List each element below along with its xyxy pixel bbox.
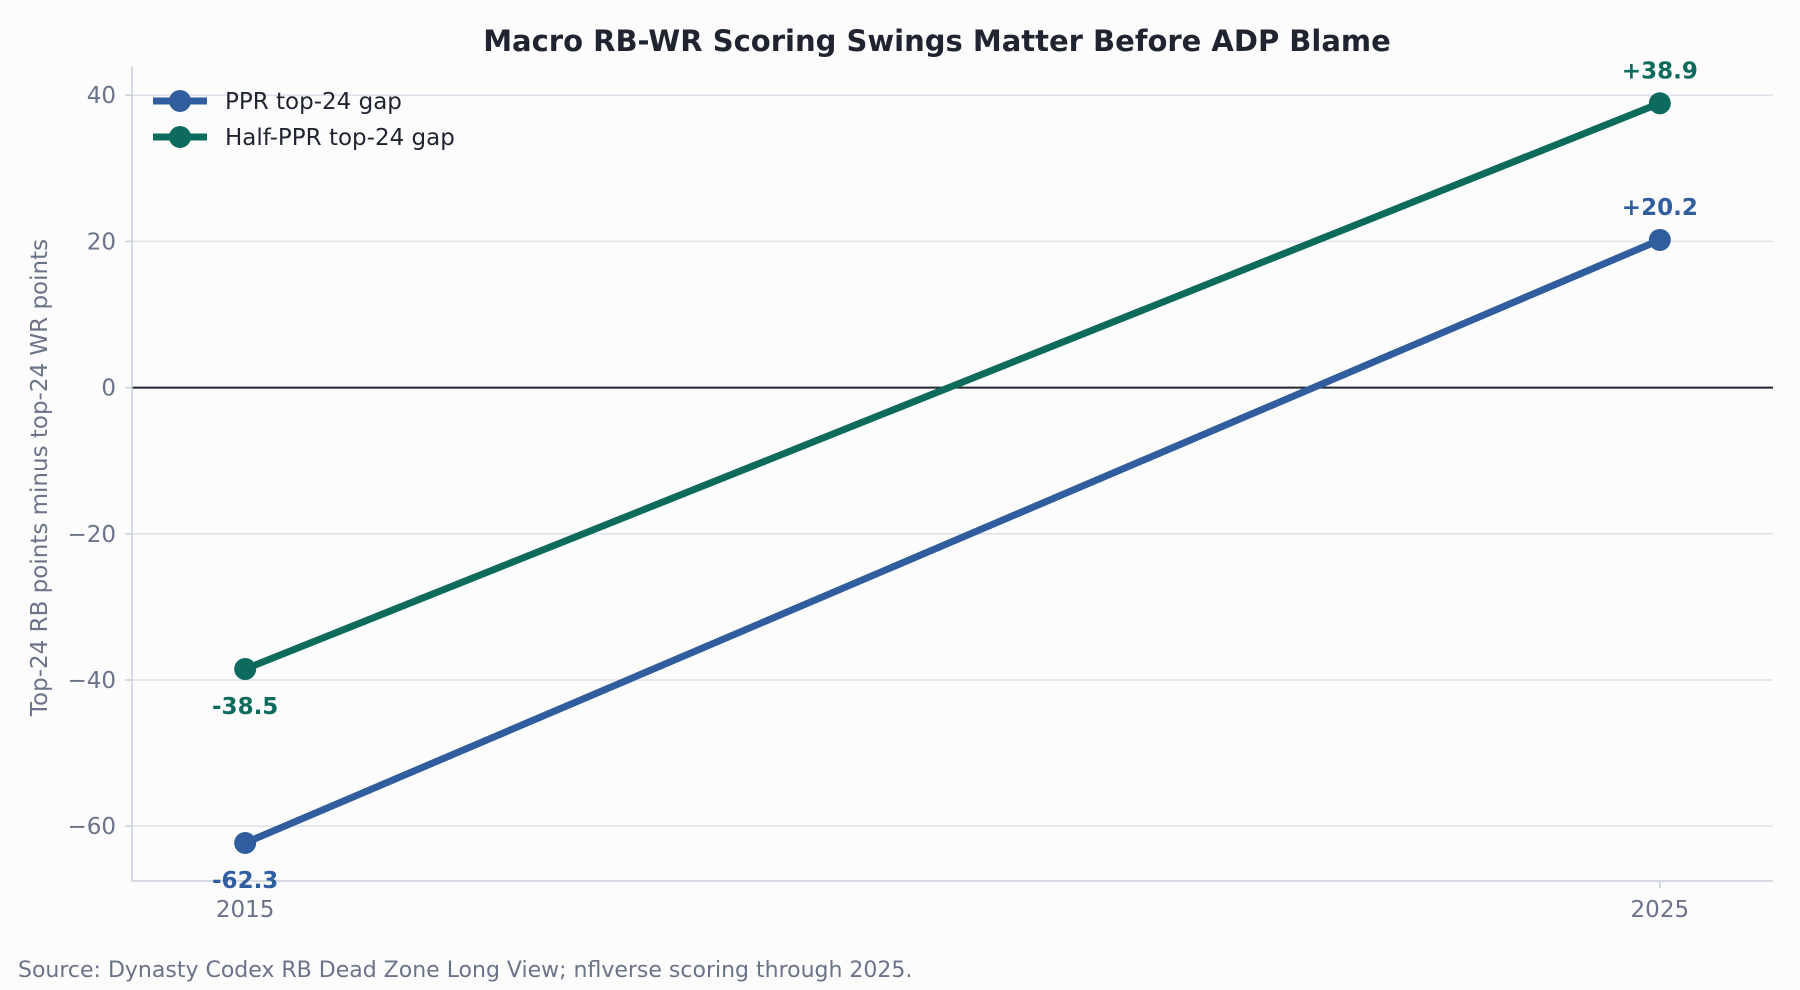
data-label: +20.2 — [1622, 195, 1698, 221]
data-label: -38.5 — [212, 694, 278, 720]
series-ppr: -62.3 +20.2 — [212, 195, 1698, 894]
data-label: -62.3 — [212, 868, 278, 894]
data-point — [1648, 92, 1671, 115]
gridlines — [132, 94, 1773, 827]
chart-title: Macro RB-WR Scoring Swings Matter Before… — [483, 24, 1391, 58]
data-label: +38.9 — [1622, 58, 1698, 84]
x-tick-label: 2015 — [216, 897, 275, 923]
series-layer: -62.3 +20.2 -38.5 +38.9 — [212, 58, 1698, 894]
series-half-ppr: -38.5 +38.9 — [212, 58, 1698, 720]
data-point — [1648, 228, 1671, 251]
x-tick-labels: 2015 2025 — [216, 881, 1689, 923]
axes — [131, 66, 1773, 882]
legend: PPR top-24 gap Half-PPR top-24 gap — [153, 89, 455, 151]
y-tick-label: 20 — [87, 229, 116, 255]
legend-label: Half-PPR top-24 gap — [225, 125, 455, 151]
y-tick-label: 0 — [101, 376, 116, 402]
y-tick-labels: 40 20 0 −20 −40 −60 — [67, 83, 132, 840]
series-line — [241, 99, 1664, 673]
x-tick-label: 2025 — [1631, 897, 1690, 923]
data-point — [234, 831, 257, 854]
y-tick-label: −60 — [67, 814, 116, 840]
legend-item: Half-PPR top-24 gap — [153, 125, 455, 151]
source-note: Source: Dynasty Codex RB Dead Zone Long … — [18, 958, 913, 983]
y-tick-label: −20 — [67, 522, 116, 548]
legend-swatch-marker — [169, 126, 191, 148]
data-point — [234, 658, 257, 681]
y-tick-label: −40 — [67, 668, 116, 694]
y-tick-label: 40 — [87, 83, 116, 109]
legend-label: PPR top-24 gap — [225, 89, 402, 115]
legend-swatch-marker — [169, 90, 191, 112]
y-axis-label: Top-24 RB points minus top-24 WR points — [27, 239, 53, 717]
series-line — [241, 236, 1664, 847]
legend-item: PPR top-24 gap — [153, 89, 402, 115]
